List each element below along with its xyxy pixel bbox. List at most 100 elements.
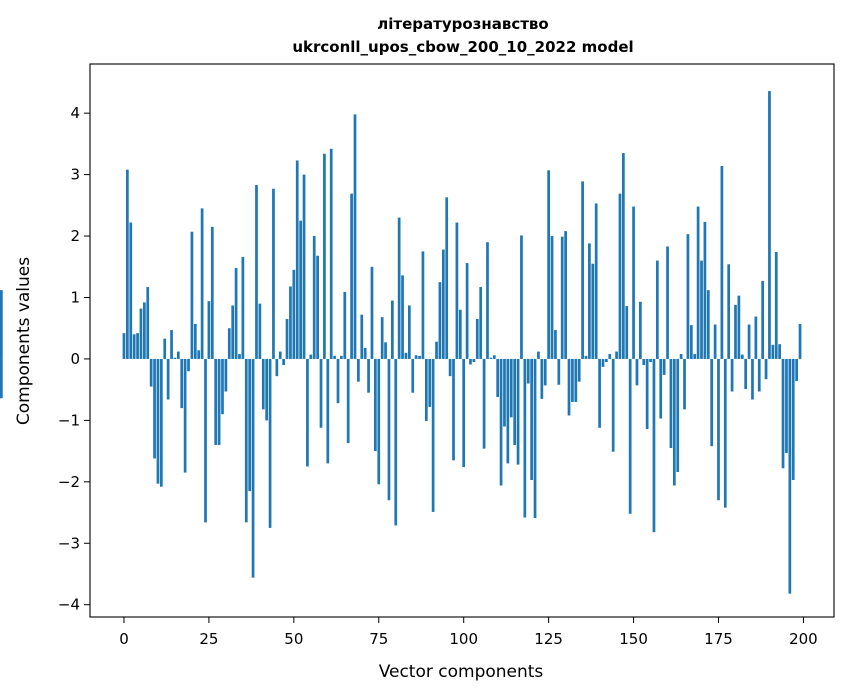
x-tick-label: 100 <box>449 630 478 648</box>
bar <box>238 354 241 359</box>
bar <box>703 221 707 359</box>
x-tick-label: 150 <box>619 630 648 648</box>
bar <box>540 358 544 399</box>
bar <box>462 358 466 468</box>
bar <box>574 358 578 402</box>
bar <box>700 260 703 359</box>
bar <box>455 222 459 359</box>
bar <box>655 260 659 359</box>
bar <box>571 358 574 402</box>
bar <box>486 242 489 359</box>
bar <box>717 358 720 501</box>
bar <box>278 351 282 359</box>
bar <box>672 358 676 486</box>
bar <box>170 330 173 359</box>
bar <box>509 358 513 418</box>
bar <box>764 358 768 380</box>
bar <box>340 355 343 359</box>
x-axis-ticks: 0 25 50 75 100 125 150 175 200 <box>119 617 818 648</box>
bar <box>452 358 455 461</box>
bar <box>683 358 686 410</box>
x-axis-label: Vector components <box>379 662 544 682</box>
bar <box>414 355 418 359</box>
bar <box>241 256 245 359</box>
bar <box>360 314 364 359</box>
bar <box>139 308 143 359</box>
bar <box>292 269 296 359</box>
bar <box>611 358 615 452</box>
bar <box>424 358 428 421</box>
bar <box>662 358 666 375</box>
bar <box>272 188 275 359</box>
bar <box>788 358 792 594</box>
bar <box>771 344 775 359</box>
bar <box>533 358 537 519</box>
bar <box>584 355 588 359</box>
bar <box>577 358 581 382</box>
bar <box>153 358 156 459</box>
bar <box>781 358 785 469</box>
bar <box>791 358 795 480</box>
bar <box>537 351 540 359</box>
bar <box>200 208 204 359</box>
bar <box>411 358 415 393</box>
bar <box>598 358 601 428</box>
bar <box>353 114 357 359</box>
x-tick-label: 25 <box>199 630 218 648</box>
bar <box>628 358 632 514</box>
bar <box>506 358 510 464</box>
bar <box>126 169 129 359</box>
bar <box>428 358 432 407</box>
bar <box>282 358 285 366</box>
bar <box>323 153 326 359</box>
x-tick-label: 125 <box>534 630 563 648</box>
bar <box>346 358 350 444</box>
chart-title: літературознавство <box>377 15 548 33</box>
x-tick-label: 175 <box>704 630 733 648</box>
bar <box>679 354 683 359</box>
bar <box>407 305 411 359</box>
bar <box>404 352 408 359</box>
bar <box>166 358 170 400</box>
x-tick-label: 75 <box>369 630 388 648</box>
bar <box>639 301 642 359</box>
bar <box>299 220 302 359</box>
bar <box>632 206 635 359</box>
bar <box>652 358 656 533</box>
bar <box>210 226 214 359</box>
bar <box>312 236 316 359</box>
bar <box>132 334 136 359</box>
bar <box>560 236 564 359</box>
bar <box>295 160 299 359</box>
bar <box>588 243 591 359</box>
bar <box>489 357 493 359</box>
bar <box>526 358 530 384</box>
bar <box>693 354 697 359</box>
bar <box>258 303 262 359</box>
bar <box>149 358 153 387</box>
bar <box>601 358 605 367</box>
bar <box>306 358 309 467</box>
bar <box>445 197 449 359</box>
y-tick-label: 3 <box>70 166 80 184</box>
bar <box>669 358 673 449</box>
bar <box>231 305 235 359</box>
bar <box>326 358 330 464</box>
bar <box>622 153 625 359</box>
bar <box>554 330 557 359</box>
bar <box>336 358 340 404</box>
bar <box>370 266 374 359</box>
bar <box>591 263 595 359</box>
bar <box>761 280 765 359</box>
bar <box>727 264 731 359</box>
bar <box>581 181 584 359</box>
bar <box>798 323 802 359</box>
bar <box>605 358 608 362</box>
bar <box>543 358 547 386</box>
bar <box>740 354 744 359</box>
bar <box>696 206 700 359</box>
bar <box>204 358 207 523</box>
bar <box>513 358 517 445</box>
bar <box>0 290 3 359</box>
bar <box>547 170 550 359</box>
